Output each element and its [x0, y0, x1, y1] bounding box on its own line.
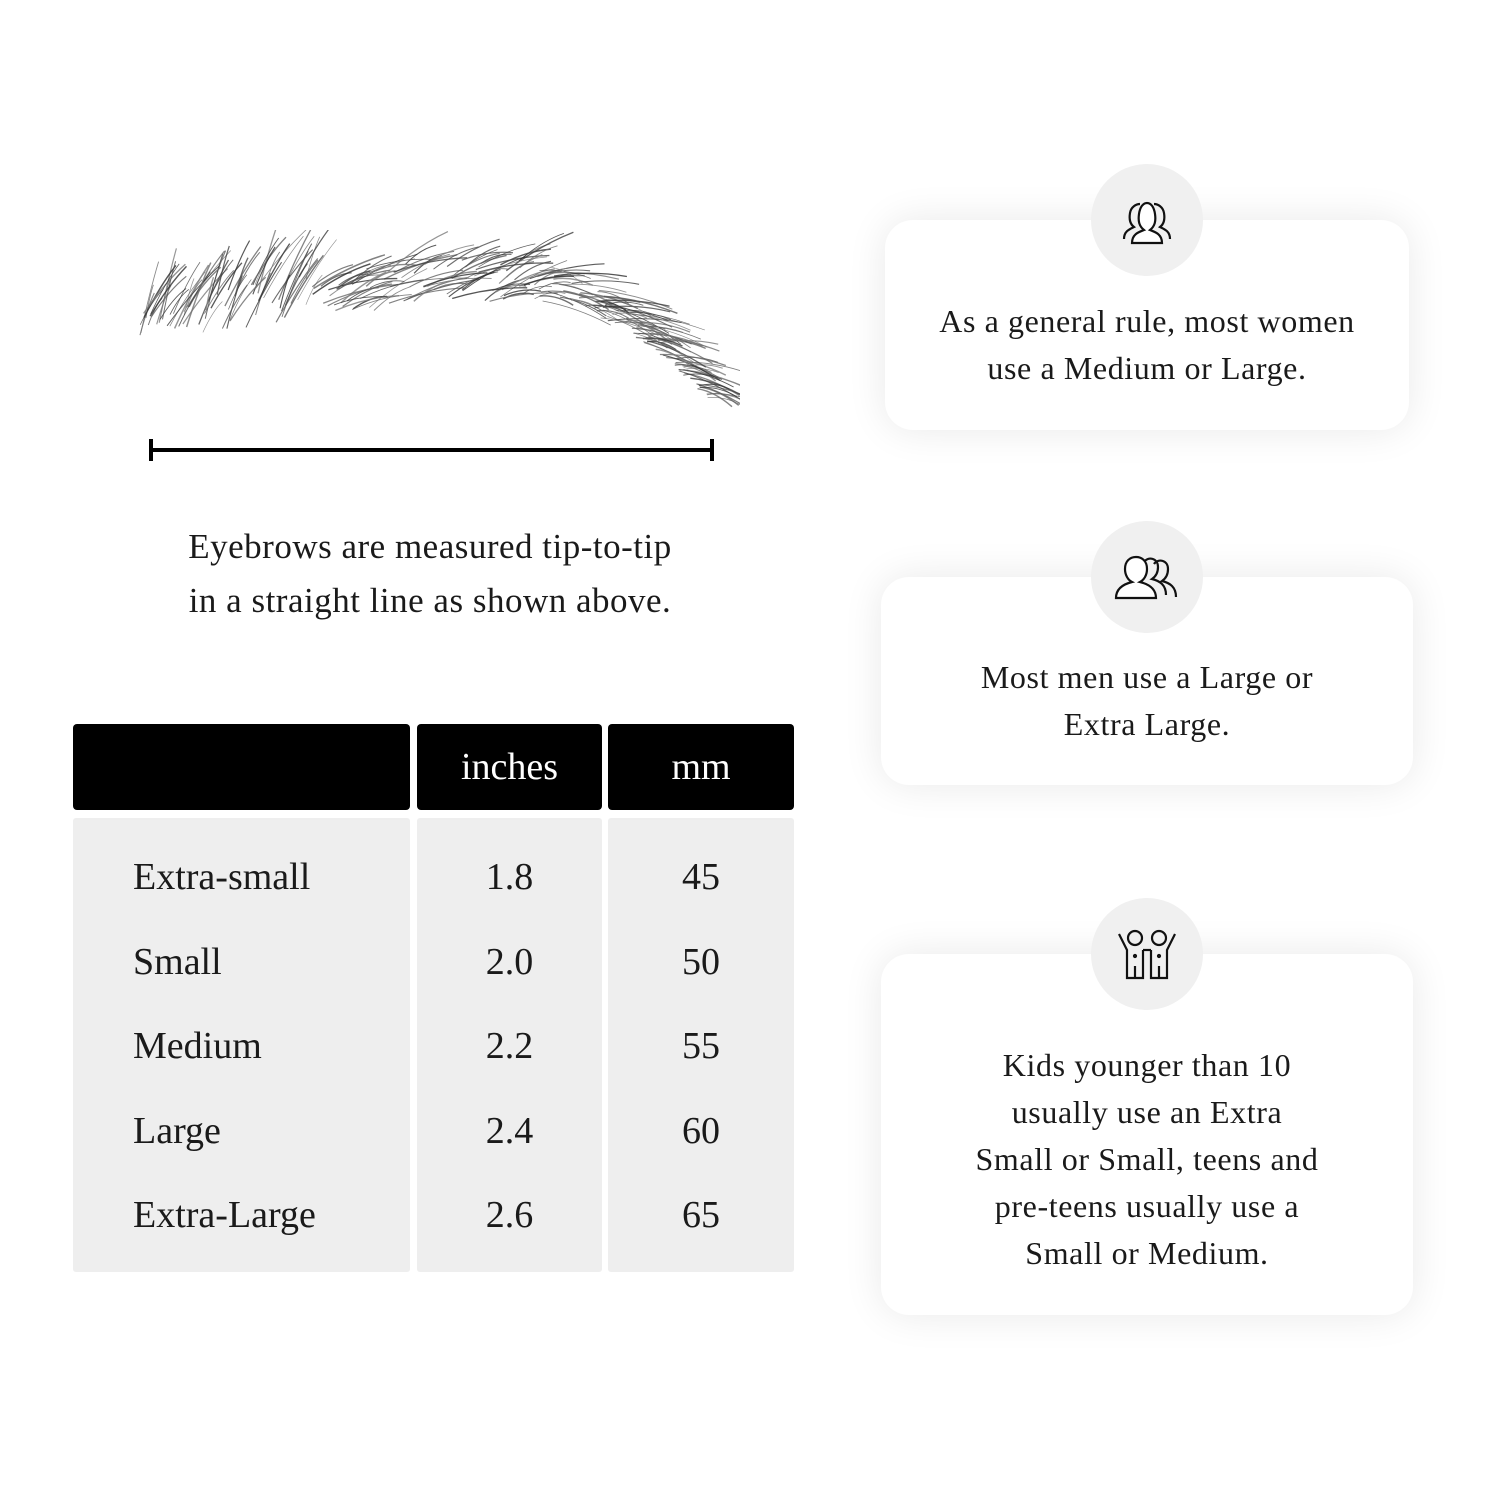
card-text: Most men use a Large or Extra Large. [981, 654, 1313, 748]
card-text-line: usually use an Extra [1011, 1094, 1283, 1130]
eyebrow-illustration [139, 230, 740, 408]
inches-value: 1.8 [485, 856, 534, 898]
size-column [73, 818, 410, 1272]
inches-value: 2.0 [485, 940, 534, 983]
men-group-icon [1091, 521, 1203, 633]
size-label: Extra-small [133, 856, 311, 898]
size-label: Small [133, 940, 222, 983]
mm-column [608, 818, 794, 1272]
header-inches: inches [417, 724, 602, 810]
size-label: Extra-Large [133, 1194, 316, 1236]
header-mm: mm [608, 724, 794, 810]
inches-value: 2.4 [485, 1109, 534, 1152]
mm-value: 50 [682, 940, 720, 983]
mm-value: 60 [682, 1109, 720, 1152]
card-text-line: Extra Large. [1063, 706, 1231, 742]
card-text-line: pre-teens usually use a [994, 1188, 1300, 1224]
card-text-line: use a Medium or Large. [987, 350, 1307, 386]
header-size [73, 724, 410, 810]
inches-value: 2.6 [485, 1194, 534, 1236]
card-text: As a general rule, most women use a Mediu… [939, 298, 1355, 392]
card-text-line: Kids younger than 10 [1002, 1047, 1292, 1083]
card-text-line: Most men use a Large or [980, 659, 1314, 695]
size-label: Large [133, 1109, 221, 1152]
kids-icon [1091, 898, 1203, 1010]
inches-value: 2.2 [485, 1025, 534, 1067]
card-text-line: As a general rule, most women [939, 303, 1355, 339]
measurement-line [149, 439, 714, 461]
card-text-line: Small or Medium. [1025, 1235, 1269, 1271]
mm-value: 55 [682, 1025, 720, 1067]
mm-value: 65 [682, 1194, 720, 1236]
card-text: Kids younger than 10 usually use an Extra… [976, 1042, 1319, 1277]
info-card: Kids younger than 10 usually use an Extra… [881, 954, 1413, 1315]
size-label: Medium [133, 1025, 262, 1067]
measurement-caption: Eyebrows are measured tip-to-tip in a st… [188, 527, 672, 620]
card-text-line: Small or Small, teens and [975, 1141, 1319, 1177]
inches-column [417, 818, 602, 1272]
women-group-icon [1091, 164, 1203, 276]
mm-value: 45 [682, 856, 720, 898]
